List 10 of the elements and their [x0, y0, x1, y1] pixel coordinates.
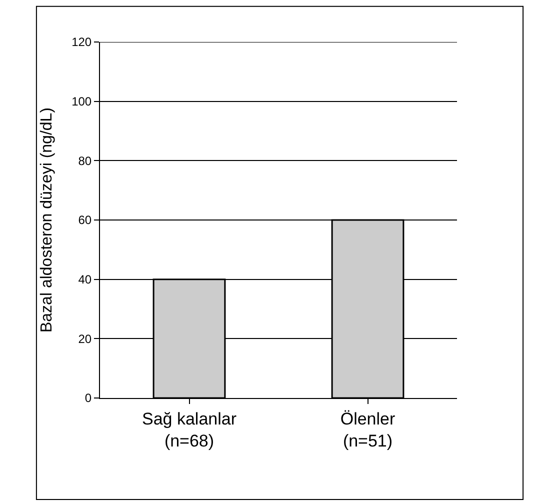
- x-tick-label: Ölenler (n=51): [340, 409, 396, 450]
- x-tick-label: Sağ kalanlar (n=68): [142, 409, 237, 450]
- y-axis-title: Bazal aldosteron düzeyi (ng/dL): [38, 107, 56, 333]
- y-tick-label: 60: [78, 213, 92, 228]
- y-tick-label: 40: [78, 272, 92, 287]
- y-tick-label: 0: [84, 391, 92, 406]
- y-tick-label: 80: [78, 154, 92, 168]
- y-tick-label: 20: [78, 332, 92, 346]
- y-tick-label: 120: [72, 35, 92, 50]
- y-tick-label: 100: [72, 94, 92, 109]
